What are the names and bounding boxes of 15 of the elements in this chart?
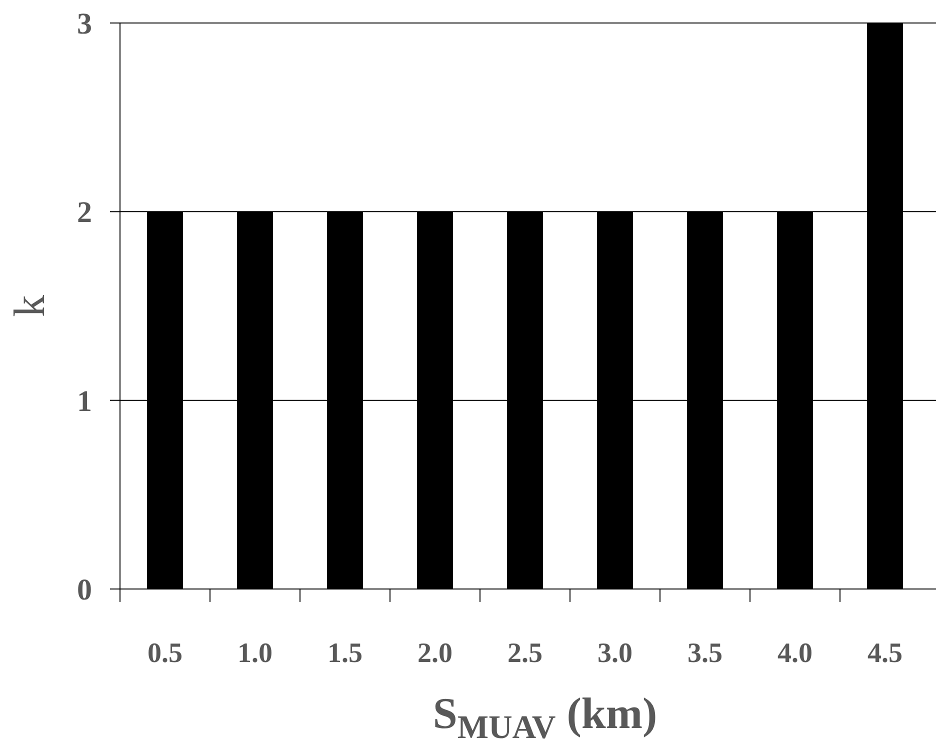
y-tick-label: 0 [77, 574, 92, 606]
x-tick-label: 4.0 [778, 638, 812, 669]
x-tick-label: 3.0 [598, 638, 632, 669]
y-tick-label: 3 [77, 8, 92, 40]
y-tick-label: 1 [77, 384, 92, 418]
x-tick-label: 2.0 [418, 638, 452, 669]
y-axis-title: k [5, 295, 54, 317]
x-tick-label: 1.0 [238, 638, 272, 669]
x-tick-label: 1.5 [328, 638, 362, 669]
x-tick-label: 2.5 [508, 638, 542, 669]
x-axis-title: S$_{MUAV}$ (km) [432, 689, 658, 744]
x-tick-label: 3.5 [688, 638, 722, 669]
x-tick-label: 0.5 [148, 638, 182, 669]
y-tick-label: 2 [77, 196, 92, 230]
x-tick-label: 4.5 [868, 638, 902, 669]
